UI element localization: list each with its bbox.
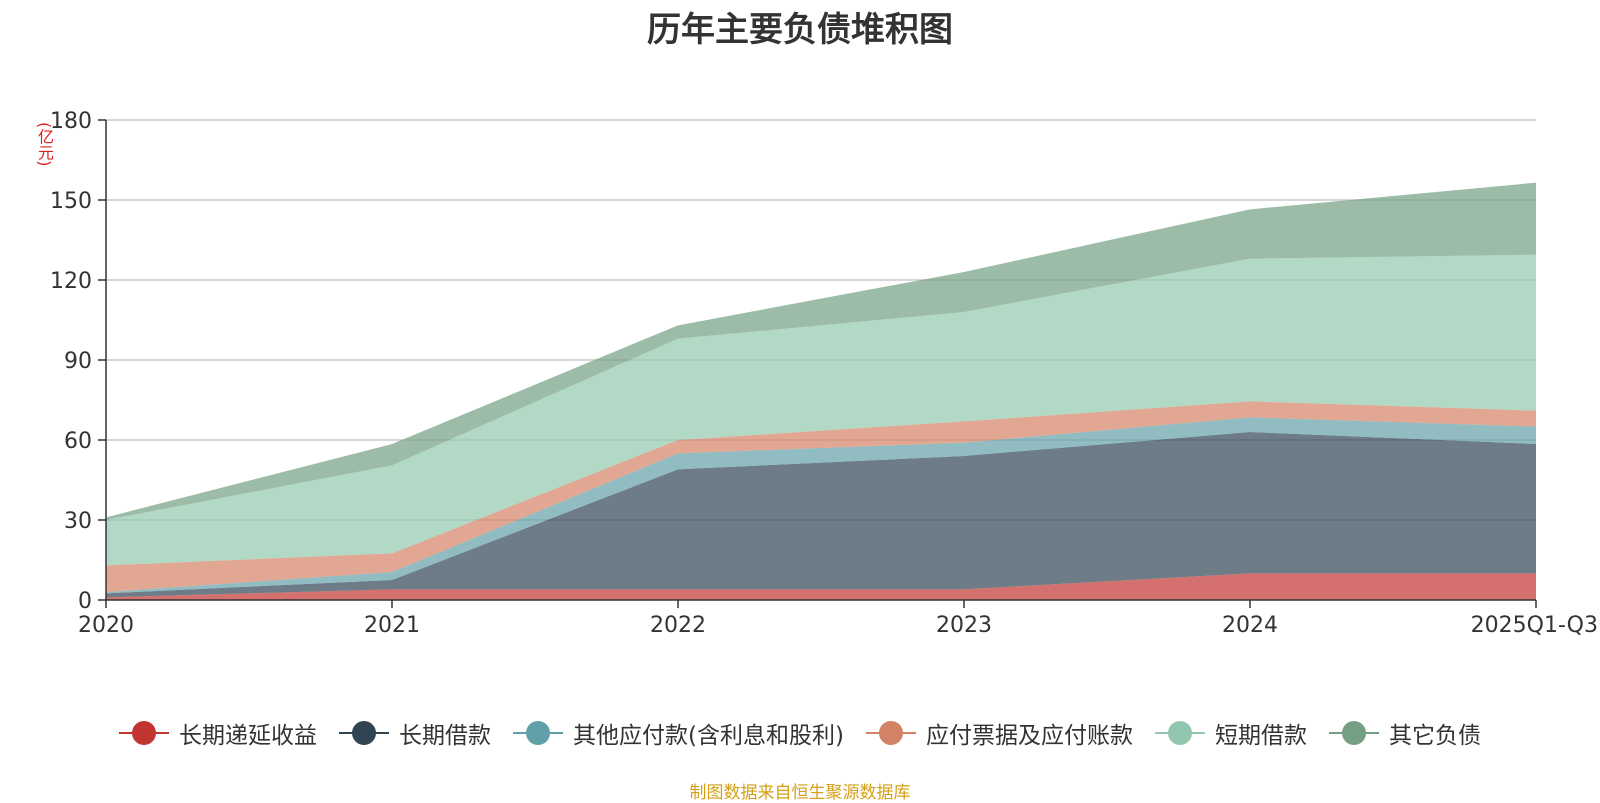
data-source-note: 制图数据来自恒生聚源数据库: [689, 783, 911, 803]
legend-marker-icon: [513, 721, 564, 745]
legend-marker-icon: [1154, 721, 1205, 745]
area-series-5: [106, 254, 1536, 566]
legend-marker-icon: [865, 721, 916, 745]
x-tick-label: 2021: [364, 613, 420, 638]
legend-item-1[interactable]: 长期递延收益: [119, 716, 317, 750]
legend-label: 其它负债: [1388, 723, 1481, 749]
y-tick-label: 150: [50, 189, 92, 214]
x-tick-label: 2020: [78, 613, 134, 638]
y-tick-label: 120: [50, 269, 92, 294]
legend-label: 应付票据及应付账款: [925, 723, 1133, 749]
area-series-6: [106, 182, 1536, 520]
x-tick-label: 2022: [650, 613, 706, 638]
legend-marker-icon: [119, 721, 170, 745]
legend-item-6[interactable]: 其它负债: [1328, 716, 1481, 750]
x-tick-label: 2024: [1222, 613, 1278, 638]
legend-item-2[interactable]: 长期借款: [339, 716, 491, 750]
legend-label: 其他应付款(含利息和股利): [573, 723, 844, 749]
x-tick-label: 2023: [936, 613, 992, 638]
area-series-4: [106, 401, 1536, 592]
legend-label: 长期递延收益: [179, 723, 318, 749]
area-series-2: [106, 432, 1536, 598]
y-tick-label: 0: [78, 589, 92, 614]
y-tick-label: 90: [64, 349, 92, 374]
legend: 长期递延收益 长期借款 其他应付款(含利息和股利) 应付票据及应付账款 短期借款 其它负债: [0, 716, 1600, 750]
legend-item-5[interactable]: 短期借款: [1154, 716, 1307, 750]
area-series-1: [106, 573, 1536, 600]
legend-item-3[interactable]: 其他应付款(含利息和股利): [513, 716, 844, 750]
y-axis-unit-label: (亿元): [35, 122, 54, 167]
legend-marker-icon: [1328, 721, 1379, 745]
legend-marker-icon: [339, 721, 390, 745]
y-tick-label: 180: [50, 109, 92, 134]
chart-title: 历年主要负债堆积图: [647, 10, 953, 50]
legend-label: 长期借款: [399, 723, 492, 749]
x-tick-label: 2025Q1-Q3: [1471, 613, 1598, 638]
y-tick-label: 60: [64, 429, 92, 454]
legend-label: 短期借款: [1214, 723, 1307, 749]
y-tick-label: 30: [64, 509, 92, 534]
legend-item-4[interactable]: 应付票据及应付账款: [865, 716, 1133, 750]
area-series-3: [106, 417, 1536, 594]
